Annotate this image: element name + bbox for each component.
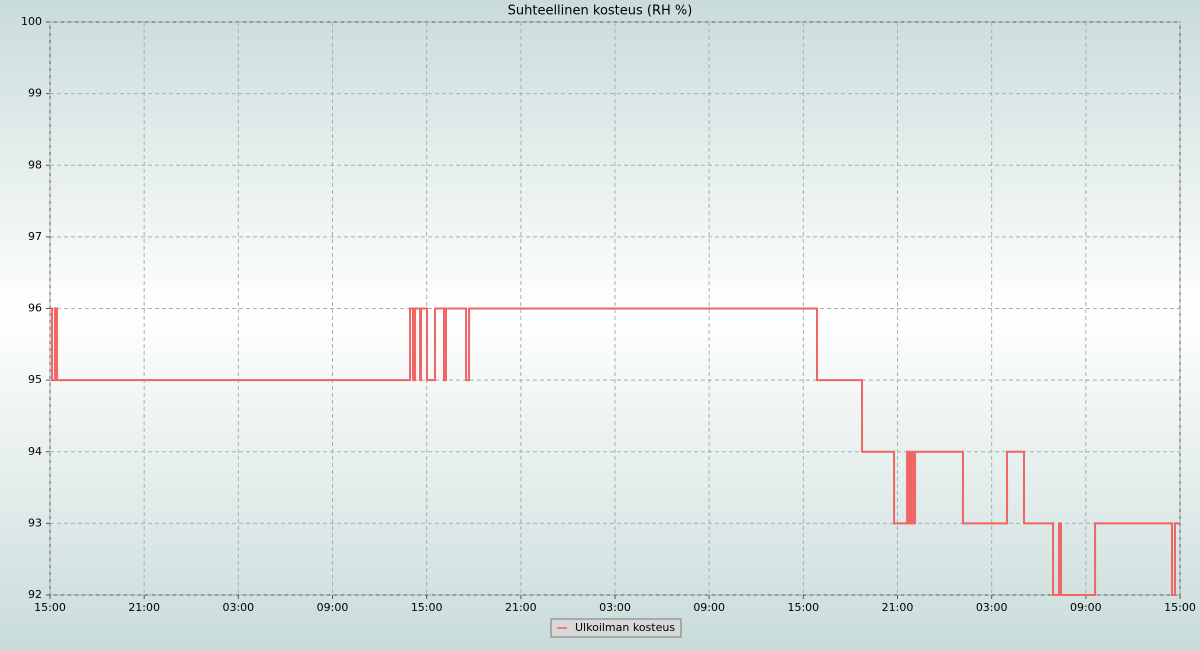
- x-tick-label: 21:00: [882, 601, 914, 614]
- x-tick-label: 03:00: [222, 601, 254, 614]
- y-tick-label: 98: [28, 158, 42, 171]
- x-tick-label: 15:00: [787, 601, 819, 614]
- chart-title: Suhteellinen kosteus (RH %): [508, 4, 693, 19]
- legend-label: Ulkoilman kosteus: [575, 621, 675, 634]
- y-tick-label: 96: [28, 302, 42, 315]
- y-tick-label: 94: [28, 445, 42, 458]
- x-tick-label: 15:00: [1164, 601, 1196, 614]
- y-tick-label: 92: [28, 588, 42, 601]
- y-tick-label: 95: [28, 373, 42, 386]
- legend-box: [550, 618, 682, 638]
- y-tick-label: 93: [28, 516, 42, 529]
- x-tick-label: 09:00: [693, 601, 725, 614]
- x-tick-label: 09:00: [1070, 601, 1102, 614]
- x-tick-label: 21:00: [128, 601, 160, 614]
- y-tick-label: 100: [21, 15, 42, 28]
- x-tick-label: 03:00: [599, 601, 631, 614]
- x-tick-label: 15:00: [34, 601, 66, 614]
- x-tick-label: 21:00: [505, 601, 537, 614]
- y-tick-label: 99: [28, 87, 42, 100]
- x-tick-label: 09:00: [317, 601, 349, 614]
- y-tick-label: 97: [28, 230, 42, 243]
- data-line: [50, 307, 1180, 596]
- x-tick-label: 15:00: [411, 601, 443, 614]
- x-tick-label: 03:00: [976, 601, 1008, 614]
